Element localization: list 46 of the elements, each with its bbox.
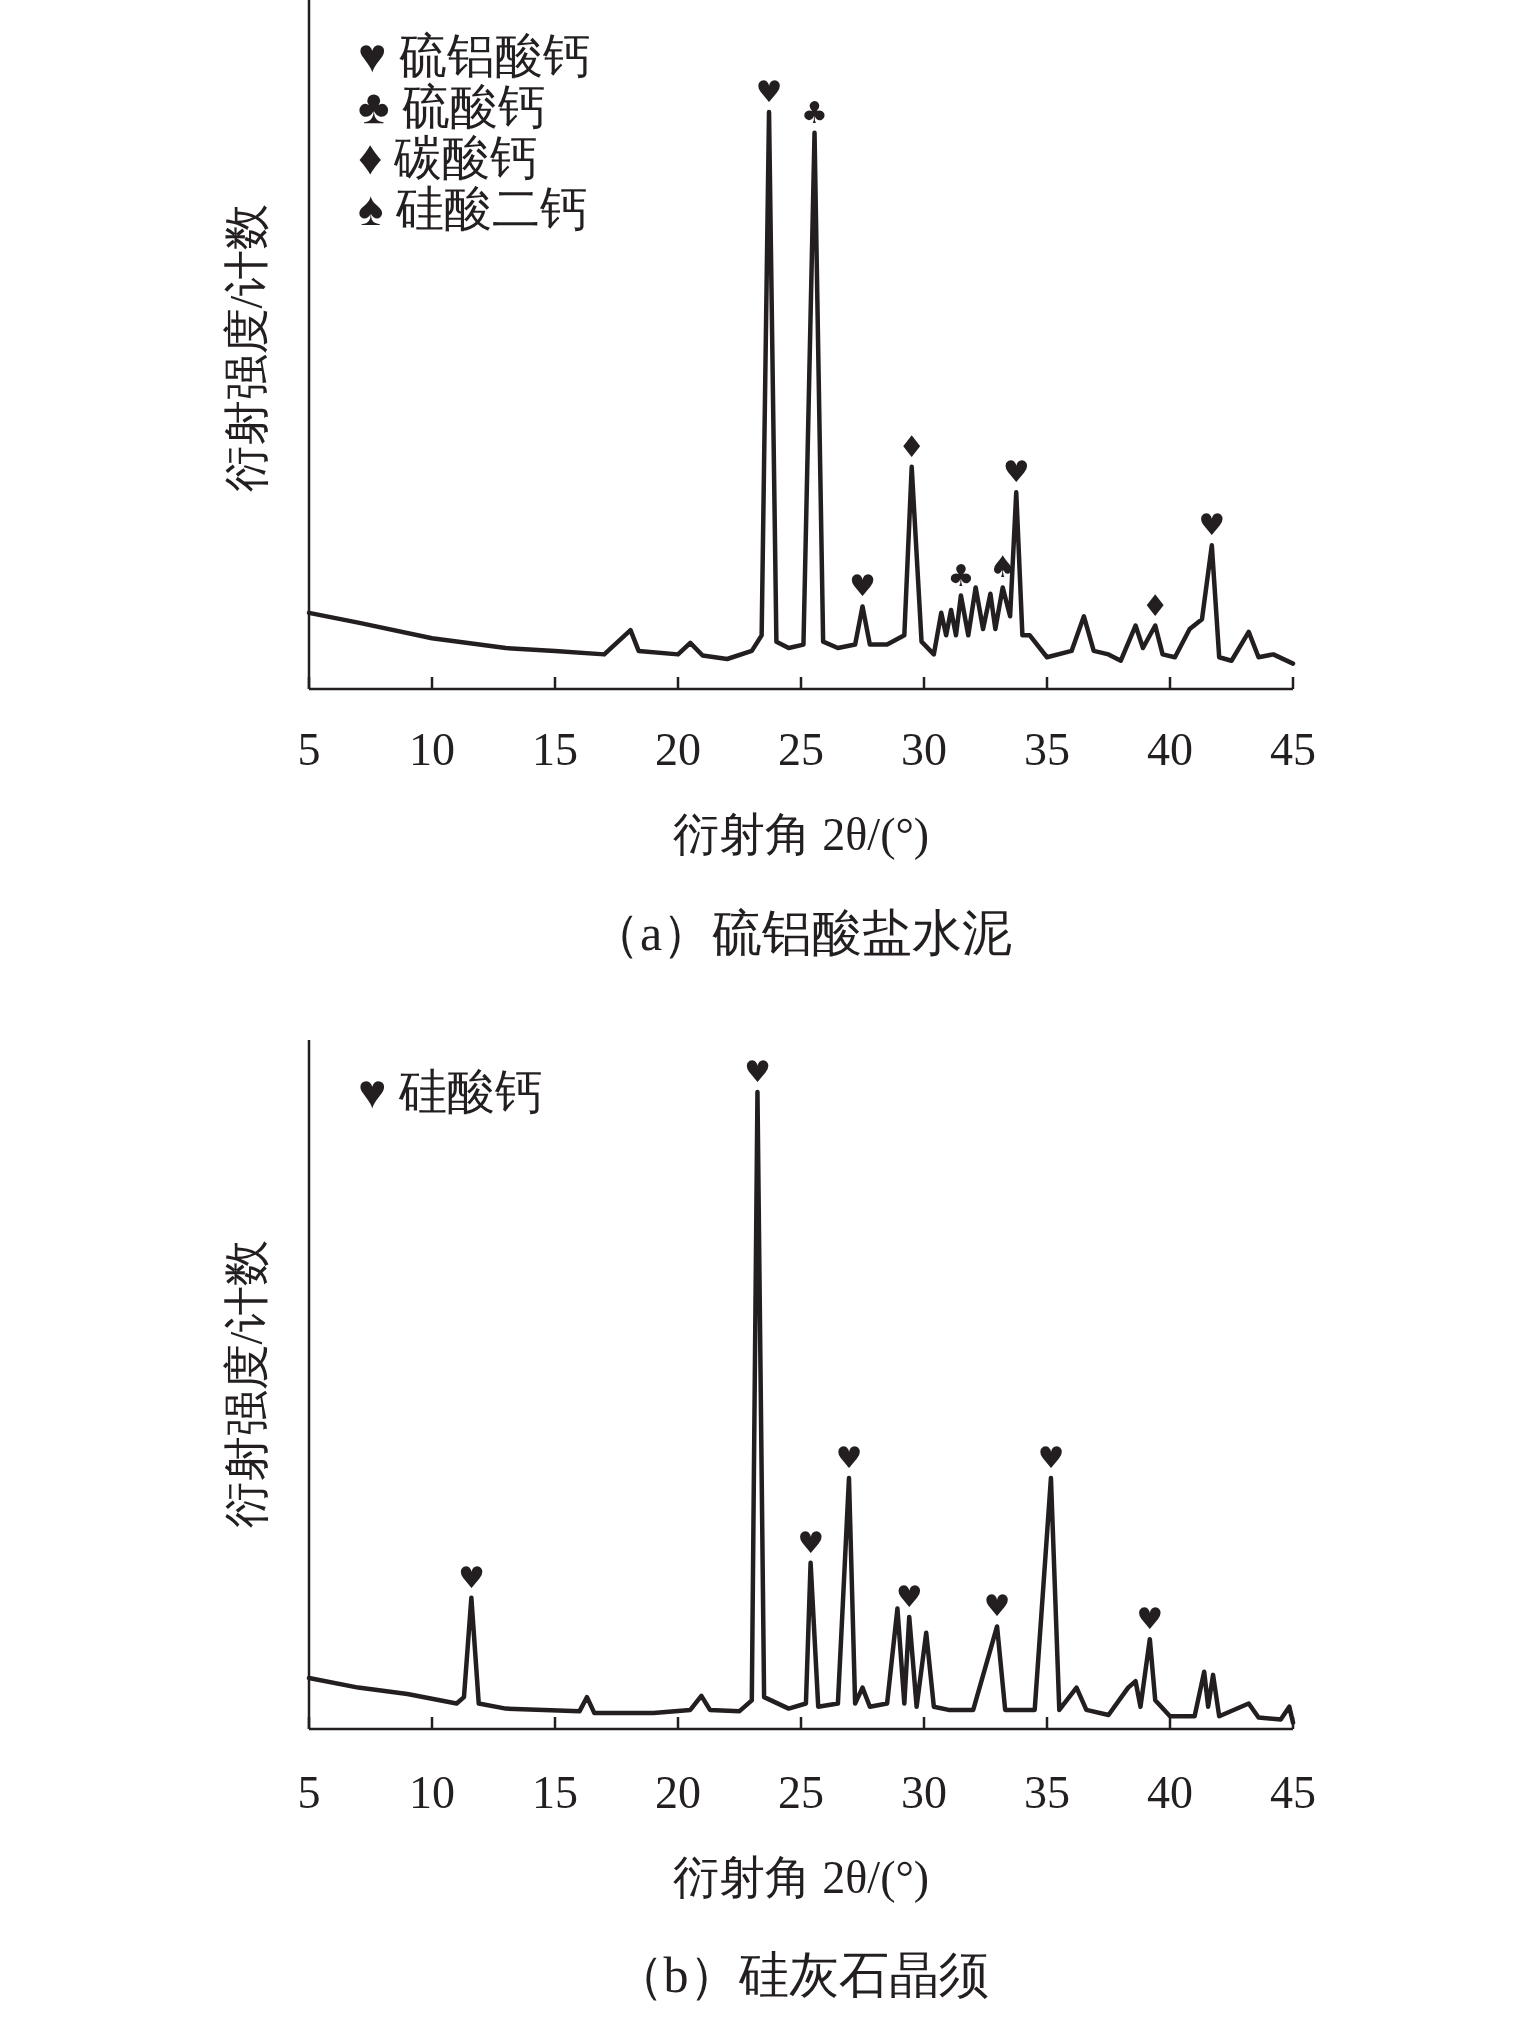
annotation: ♥ [1037, 1440, 1065, 1476]
y-axis-title: 衍射强度/计数 [221, 1239, 272, 1529]
y-axis-title: 衍射强度/计数 [221, 203, 272, 493]
annotation: ♥ [755, 74, 783, 109]
x-tick-label: 40 [1147, 724, 1193, 775]
x-tick-label: 40 [1147, 1767, 1193, 1818]
x-tick-label: 35 [1024, 1767, 1070, 1818]
x-tick-label: 20 [655, 724, 701, 775]
text: （b）硅灰石晶须 [613, 1947, 989, 2003]
x-tick-label: 15 [532, 1767, 578, 1818]
annotation: ♣ [801, 94, 828, 130]
x-axis-title: 衍射角 2θ/(°) [672, 1852, 930, 1903]
annotation: ♠ 硅酸二钙 [358, 182, 588, 235]
annotation: ♥ [1198, 507, 1226, 543]
x-tick-label: 30 [901, 1767, 947, 1818]
annotation: ♦ [1141, 587, 1169, 623]
x-tick-label: 10 [409, 724, 455, 775]
x-tick-label: 45 [1270, 724, 1316, 775]
x-tick-label: 25 [778, 1767, 824, 1818]
text: （a）硫铝酸盐水泥 [589, 905, 1013, 961]
x-axis-title: 衍射角 2θ/(°) [672, 809, 930, 860]
annotation: ♠ [989, 549, 1017, 585]
text: ♥ 硫铝酸钙 [358, 29, 591, 82]
annotation: ♥ 硅酸钙 [358, 1065, 543, 1118]
annotation: ♣ [947, 557, 975, 593]
x-tick-label: 5 [297, 724, 321, 775]
annotation: ♥ [457, 1559, 485, 1595]
annotation: ♥ [849, 568, 876, 604]
annotation: ♦ [898, 428, 926, 464]
annotation: ♥ [895, 1578, 923, 1614]
annotation: ♥ [983, 1588, 1011, 1624]
annotation: ♦ 碳酸钙 [358, 131, 539, 184]
x-tick-label: 15 [532, 724, 578, 775]
x-tick-label: 30 [901, 724, 947, 775]
annotation: ♣ 硫酸钙 [358, 80, 546, 133]
x-tick-label: 45 [1270, 1767, 1316, 1818]
x-tick-label: 20 [655, 1767, 701, 1818]
annotation: ♥ [1136, 1601, 1164, 1637]
x-tick-label: 5 [297, 1767, 321, 1818]
annotation: ♥ [797, 1524, 825, 1560]
x-tick-label: 10 [409, 1767, 455, 1818]
annotation: ♥ [1002, 454, 1030, 490]
x-tick-label: 35 [1024, 724, 1070, 775]
x-tick-label: 25 [778, 724, 824, 775]
annotation: ♥ [744, 1054, 771, 1089]
annotation: ♥ [835, 1440, 863, 1476]
